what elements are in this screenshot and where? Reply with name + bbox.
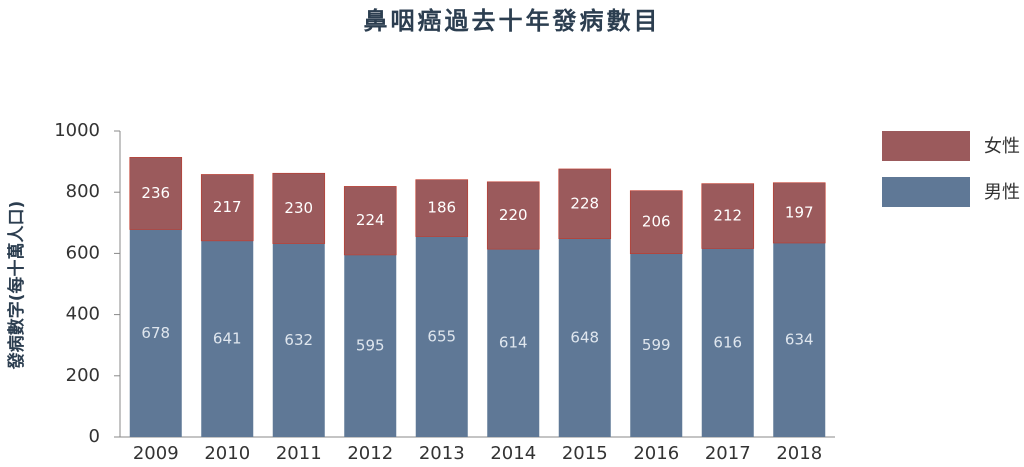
bar-segment (630, 253, 683, 437)
bar-segment (415, 179, 469, 237)
x-tick-label: 2010 (204, 443, 250, 464)
data-label: 228 (570, 194, 599, 212)
bar-segment (415, 236, 468, 437)
data-label: 648 (570, 328, 599, 346)
y-tick-label: 200 (66, 365, 100, 386)
chart-title: 鼻咽癌過去十年發病數目 (364, 7, 661, 35)
x-tick-label: 2017 (705, 443, 751, 464)
bar-segment (129, 157, 183, 230)
legend-label: 女性 (984, 136, 1020, 157)
legend-swatch (882, 177, 970, 207)
bar-segment (629, 190, 683, 255)
data-label: 632 (284, 331, 313, 349)
y-tick-label: 600 (66, 242, 100, 263)
bar-segment (272, 243, 325, 437)
y-tick-label: 0 (89, 426, 100, 447)
data-label: 186 (427, 199, 456, 217)
bar-segment (129, 229, 182, 437)
data-label: 595 (356, 336, 385, 354)
data-label: 641 (213, 329, 242, 347)
data-label: 230 (284, 199, 313, 217)
x-tick-label: 2016 (633, 443, 679, 464)
bar-segment (772, 182, 826, 244)
bar-segment (701, 248, 754, 437)
bar-segment (200, 174, 254, 242)
bar-segment (343, 186, 397, 256)
y-tick-label: 400 (66, 304, 100, 325)
y-tick-label: 800 (66, 181, 100, 202)
y-axis-label: 發病數字(每十萬人口) (6, 201, 27, 371)
data-label: 212 (713, 207, 742, 225)
data-label: 634 (785, 330, 814, 348)
data-label: 614 (499, 334, 528, 352)
data-label: 599 (642, 336, 671, 354)
x-tick-label: 2013 (419, 443, 465, 464)
bar-segment (486, 181, 540, 250)
bar-segment (344, 254, 397, 437)
data-label: 217 (213, 198, 242, 216)
data-label: 220 (499, 206, 528, 224)
bar-segment (558, 238, 611, 437)
x-tick-label: 2015 (562, 443, 608, 464)
data-label: 206 (642, 213, 671, 231)
data-label: 678 (141, 324, 170, 342)
data-label: 616 (713, 333, 742, 351)
bar-segment (558, 168, 612, 240)
bar-segment (201, 240, 254, 437)
legend-swatch (882, 131, 970, 161)
data-label: 197 (785, 203, 814, 221)
bar-segment (487, 249, 540, 437)
data-label: 224 (356, 211, 385, 229)
bar-segment (701, 183, 755, 249)
bar-segment (773, 242, 826, 437)
data-label: 236 (141, 184, 170, 202)
data-label: 655 (427, 327, 456, 345)
legend-label: 男性 (984, 182, 1020, 203)
x-tick-label: 2011 (276, 443, 322, 464)
x-tick-label: 2014 (490, 443, 536, 464)
x-tick-label: 2018 (776, 443, 822, 464)
x-tick-label: 2012 (347, 443, 393, 464)
bar-segment (272, 172, 326, 244)
y-tick-label: 1000 (54, 120, 100, 141)
x-tick-label: 2009 (133, 443, 179, 464)
